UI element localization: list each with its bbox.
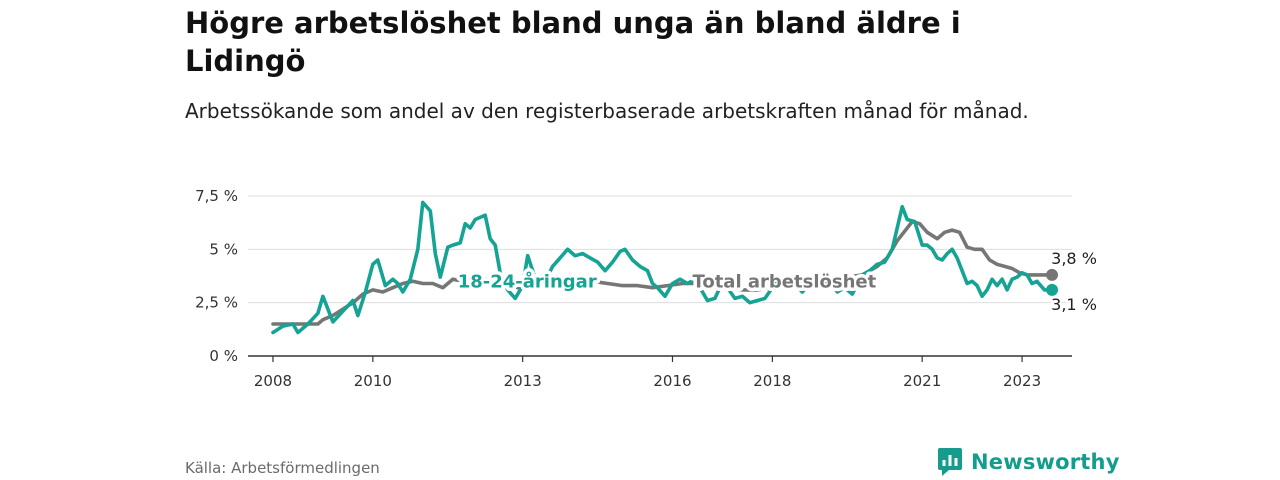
- end-label-youth: 3,1 %: [1051, 295, 1097, 314]
- chart-title: Högre arbetslöshet bland unga än bland ä…: [185, 6, 961, 78]
- x-axis: 2008 2010 2013 2016 2018 2021 2023: [248, 355, 1072, 390]
- chart-subtitle: Arbetssökande som andel av den registerb…: [185, 99, 1029, 123]
- x-tick-label: 2008: [254, 372, 292, 390]
- series-labels: 18-24-åringar Total arbetslöshet 3,8 % 3,1 …: [454, 247, 1099, 316]
- brand-name: Newsworthy: [971, 450, 1120, 474]
- endpoint-youth: [1046, 283, 1059, 296]
- grid-lines: [248, 195, 1072, 304]
- end-label-total: 3,8 %: [1051, 249, 1097, 268]
- x-tick-label: 2010: [354, 372, 392, 390]
- x-tick-label: 2021: [903, 372, 941, 390]
- x-tick-label: 2016: [653, 372, 691, 390]
- line-chart: 0 % 2,5 % 5 % 7,5 % 2008 2010 2013 2016 2018 202…: [195, 187, 1099, 390]
- y-tick-label: 5 %: [209, 240, 238, 258]
- brand-logo[interactable]: Newsworthy: [937, 447, 1120, 477]
- x-tick-label: 2023: [1003, 372, 1041, 390]
- series-lines: [271, 200, 1059, 335]
- y-tick-label: 2,5 %: [195, 294, 238, 312]
- series-label-youth: 18-24-åringar: [458, 270, 597, 292]
- x-tick-label: 2018: [753, 372, 791, 390]
- series-line-youth: [271, 200, 1054, 335]
- series-line-total: [271, 219, 1054, 326]
- endpoint-total: [1046, 268, 1059, 281]
- y-axis-labels: 0 % 2,5 % 5 % 7,5 %: [195, 187, 238, 365]
- y-tick-label: 7,5 %: [195, 187, 238, 205]
- series-label-total: Total arbetslöshet: [692, 271, 876, 292]
- y-tick-label: 0 %: [209, 347, 238, 365]
- x-tick-label: 2013: [504, 372, 542, 390]
- newsworthy-logo-icon: [938, 448, 962, 476]
- source-note: Källa: Arbetsförmedlingen: [185, 459, 380, 477]
